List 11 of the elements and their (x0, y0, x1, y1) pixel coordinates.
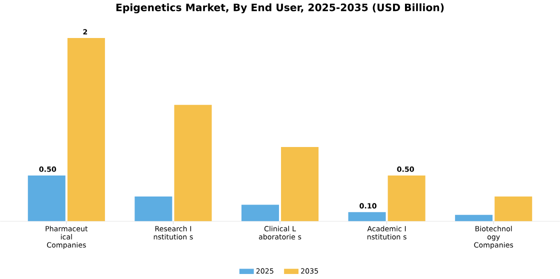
chart-title: Epigenetics Market, By End User, 2025-2035 (USD Billion) (116, 3, 444, 14)
bar (174, 104, 212, 222)
bar (494, 196, 532, 222)
bar (455, 214, 493, 222)
bar (281, 146, 319, 222)
bar (388, 175, 426, 222)
bar (348, 212, 386, 222)
bar (28, 175, 66, 222)
bar (67, 38, 105, 222)
bar (134, 196, 172, 222)
bar (241, 204, 279, 222)
